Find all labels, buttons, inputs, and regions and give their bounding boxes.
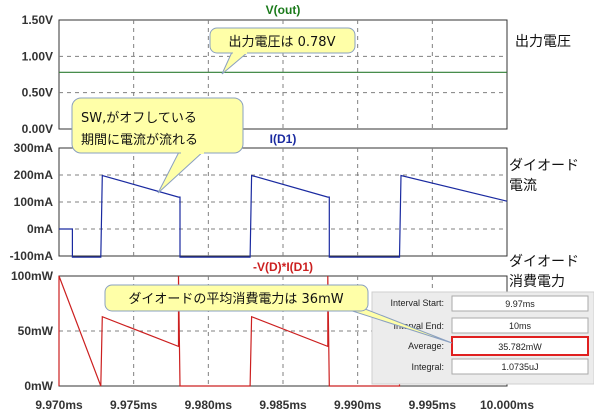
y-tick-label: 0.00V bbox=[22, 122, 53, 136]
callout-vout: 出力電圧は 0.78V bbox=[209, 27, 356, 75]
yticks-power: 0mW 50mW 100mW bbox=[11, 269, 54, 393]
x-axis-ticks: 9.970ms 9.975ms 9.980ms 9.985ms 9.990ms 9.995… bbox=[35, 398, 534, 412]
average-value: 35.782mW bbox=[498, 342, 542, 352]
trace-id1 bbox=[59, 174, 508, 258]
interval-start-field[interactable] bbox=[451, 295, 589, 312]
y-tick-label: 1.50V bbox=[22, 13, 53, 27]
yticks-vout: 0.00V 0.50V 1.00V 1.50V bbox=[22, 13, 53, 136]
side-label-id1-line1: ダイオード bbox=[509, 158, 579, 174]
y-tick-label: 50mW bbox=[18, 324, 54, 338]
interval-start-value: 9.97ms bbox=[505, 299, 535, 309]
x-tick-label: 9.970ms bbox=[35, 398, 83, 412]
interval-end-value: 10ms bbox=[509, 321, 532, 331]
x-tick-label: 9.985ms bbox=[259, 398, 307, 412]
integral-value: 1.0735uJ bbox=[501, 362, 538, 372]
interval-start-label: Interval Start: bbox=[390, 298, 444, 308]
side-label-id1-line2: 電流 bbox=[509, 178, 537, 194]
callout-power-text: ダイオードの平均消費電力は 36mW bbox=[128, 292, 343, 307]
average-field[interactable] bbox=[451, 336, 589, 356]
y-tick-label: 300mA bbox=[14, 141, 54, 155]
side-label-power-line2: 消費電力 bbox=[509, 274, 565, 290]
title-power: -V(D)*I(D1) bbox=[253, 260, 313, 274]
x-tick-label: 9.975ms bbox=[110, 398, 158, 412]
callout-id1-line1: SW,がオフしている bbox=[81, 111, 197, 126]
yticks-id1: -100mA 0mA 100mA 200mA 300mA bbox=[10, 141, 54, 263]
y-tick-label: 1.00V bbox=[22, 49, 53, 63]
y-tick-label: 100mW bbox=[11, 269, 54, 283]
y-tick-label: 0mW bbox=[24, 379, 53, 393]
y-tick-label: 0.50V bbox=[22, 86, 53, 100]
callout-id1: SW,がオフしている 期間に電流が流れる bbox=[71, 97, 244, 194]
y-tick-label: -100mA bbox=[10, 249, 54, 263]
interval-end-field[interactable] bbox=[451, 317, 589, 334]
x-tick-label: 9.990ms bbox=[334, 398, 382, 412]
y-tick-label: 0mA bbox=[27, 222, 53, 236]
integral-label: Integral: bbox=[411, 362, 444, 372]
side-label-power-line1: ダイオード bbox=[509, 254, 579, 270]
y-tick-label: 200mA bbox=[14, 168, 54, 182]
x-tick-label: 9.980ms bbox=[185, 398, 233, 412]
x-tick-label: 9.995ms bbox=[409, 398, 457, 412]
side-label-vout: 出力電圧 bbox=[515, 34, 571, 50]
trace-power bbox=[58, 275, 508, 387]
y-tick-label: 100mA bbox=[14, 195, 54, 209]
average-label: Average: bbox=[408, 341, 444, 351]
interval-end-label: Interval End: bbox=[393, 321, 444, 331]
title-id1: I(D1) bbox=[270, 132, 297, 146]
callout-id1-line2: 期間に電流が流れる bbox=[81, 133, 198, 148]
pane-id1: -100mA 0mA 100mA 200mA 300mA I(D1) ダイオード 電流 bbox=[10, 132, 579, 263]
callout-vout-text: 出力電圧は 0.78V bbox=[229, 35, 336, 50]
integral-field[interactable] bbox=[451, 358, 589, 375]
callout-power: ダイオードの平均消費電力は 36mW bbox=[104, 284, 453, 344]
grid-id1 bbox=[59, 148, 507, 256]
x-tick-label: 10.000ms bbox=[480, 398, 534, 412]
measurement-panel: Interval Start: 9.97ms Interval End: 10m… bbox=[371, 291, 594, 385]
title-vout: V(out) bbox=[266, 3, 301, 17]
